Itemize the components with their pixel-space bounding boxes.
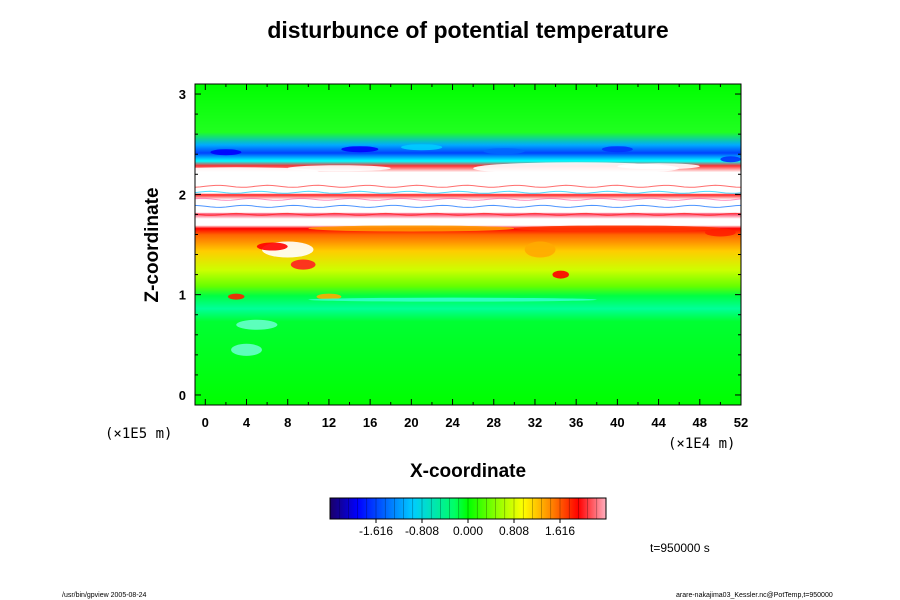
x-tick-label-3: 12 bbox=[322, 415, 336, 430]
heatmap-feature bbox=[341, 146, 379, 153]
y-tick-label-3: 3 bbox=[179, 87, 186, 102]
colorbar-ticks: -1.616 -0.808 0.000 0.808 1.616 bbox=[359, 519, 575, 538]
heatmap-feature bbox=[552, 270, 569, 279]
heatmap-feature bbox=[195, 167, 319, 176]
heatmap-feature bbox=[514, 225, 721, 232]
heatmap-feature bbox=[617, 163, 700, 170]
x-tick-label-8: 32 bbox=[528, 415, 542, 430]
heatmap-level-line bbox=[195, 212, 741, 216]
x-tick-label-5: 20 bbox=[404, 415, 418, 430]
x-tick-label-0: 0 bbox=[202, 415, 209, 430]
colorbar-tick-label-4: 1.616 bbox=[545, 524, 575, 538]
heatmap-feature bbox=[401, 144, 443, 151]
colorbar-level-lines bbox=[338, 498, 598, 519]
x-tick-label-12: 48 bbox=[693, 415, 707, 430]
x-tick-label-1: 4 bbox=[243, 415, 251, 430]
colorbar-tick-label-3: 0.808 bbox=[499, 524, 529, 538]
y-tick-label-0: 0 bbox=[179, 388, 186, 403]
heatmap-feature bbox=[236, 319, 278, 330]
heatmap-feature bbox=[231, 343, 262, 356]
heatmap-level-line bbox=[195, 204, 741, 208]
heatmap-feature bbox=[601, 146, 633, 153]
heatmap-features bbox=[195, 144, 741, 356]
x-tick-label-2: 8 bbox=[284, 415, 291, 430]
heatmap-feature bbox=[308, 225, 515, 232]
y-scale-label: (×1E5 m) bbox=[105, 426, 172, 442]
colorbar-tick-label-2: 0.000 bbox=[453, 524, 483, 538]
x-axis-label: X-coordinate bbox=[410, 461, 526, 482]
time-label: t=950000 s bbox=[650, 541, 710, 555]
heatmap-level-line bbox=[195, 184, 741, 188]
heatmap-feature bbox=[290, 259, 316, 270]
colorbar-tick-label-1: -0.808 bbox=[405, 524, 439, 538]
plot-frame bbox=[194, 83, 742, 406]
x-tick-label-4: 16 bbox=[363, 415, 377, 430]
x-tick-label-11: 44 bbox=[651, 415, 666, 430]
x-scale-label: (×1E4 m) bbox=[668, 436, 735, 452]
heatmap-feature bbox=[287, 165, 391, 172]
colorbar-tick-label-0: -1.616 bbox=[359, 524, 393, 538]
heatmap-feature bbox=[524, 241, 556, 258]
footer-right: arare-nakajima03_Kessler.nc@PotTemp,t=95… bbox=[676, 592, 833, 599]
heatmap-feature bbox=[227, 293, 245, 300]
heatmap-feature bbox=[316, 293, 342, 300]
x-tick-label-13: 52 bbox=[734, 415, 748, 430]
heatmap-level-line bbox=[195, 190, 741, 194]
x-axis: 0 4 8 12 16 20 24 28 32 36 40 44 48 52 bbox=[202, 84, 748, 430]
x-tick-label-9: 36 bbox=[569, 415, 583, 430]
heatmap-feature bbox=[483, 148, 525, 155]
footer-left: /usr/bin/gpview 2005-08-24 bbox=[62, 592, 147, 599]
heatmap-feature bbox=[210, 149, 242, 156]
x-tick-label-6: 24 bbox=[445, 415, 460, 430]
y-axis-label: Z-coordinate bbox=[142, 187, 163, 302]
heatmap-feature bbox=[256, 242, 288, 251]
y-axis: 0 1 2 3 bbox=[179, 87, 741, 403]
x-tick-label-10: 40 bbox=[610, 415, 624, 430]
y-tick-label-1: 1 bbox=[179, 288, 186, 303]
heatmap-level-line bbox=[195, 197, 741, 201]
chart-title: disturbunce of potential temperature bbox=[267, 17, 668, 43]
heatmap-feature bbox=[308, 297, 597, 302]
y-tick-label-2: 2 bbox=[179, 187, 186, 202]
x-tick-label-7: 28 bbox=[487, 415, 501, 430]
heatmap-feature bbox=[704, 228, 736, 237]
heatmap bbox=[195, 84, 741, 405]
heatmap-feature bbox=[720, 156, 741, 163]
